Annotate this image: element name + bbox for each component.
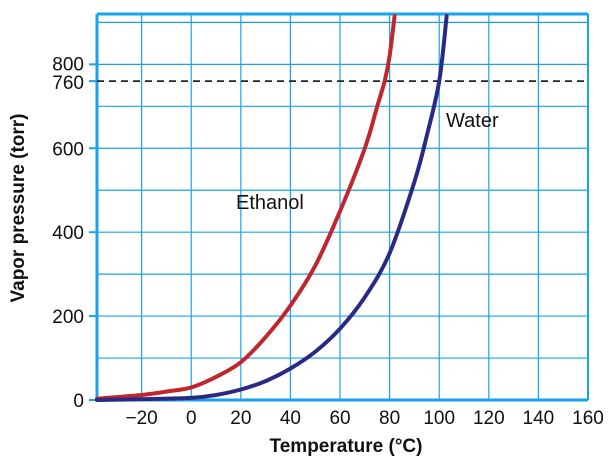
x-tick-label: 60 [329, 408, 350, 429]
grid [89, 12, 589, 402]
series-layer [95, 14, 449, 402]
series-label-water: Water [446, 110, 499, 132]
series-label-ethanol: Ethanol [236, 192, 304, 214]
x-tick-label: 40 [280, 408, 301, 429]
series-line-water [95, 14, 449, 402]
y-tick-label: 400 [52, 223, 84, 244]
y-tick-label: 800 [52, 54, 84, 75]
x-tick-label: −20 [126, 408, 158, 429]
x-tick-label: 80 [379, 408, 400, 429]
y-axis-title: Vapor pressure (torr) [8, 114, 29, 303]
y-tick-label: 200 [52, 307, 84, 328]
x-tick-label: 140 [523, 408, 555, 429]
x-tick-label: 100 [423, 408, 455, 429]
x-tick-label: 160 [572, 408, 604, 429]
x-axis-title: Temperature (°C) [270, 436, 423, 457]
x-tick-label: 120 [473, 408, 505, 429]
y-tick-label: 0 [73, 391, 84, 412]
x-tick-label: 20 [230, 408, 251, 429]
y-tick-label: 760 [52, 73, 84, 94]
x-tick-label: 0 [186, 408, 197, 429]
series-line-ethanol [95, 14, 397, 401]
y-tick-label: 600 [52, 139, 84, 160]
